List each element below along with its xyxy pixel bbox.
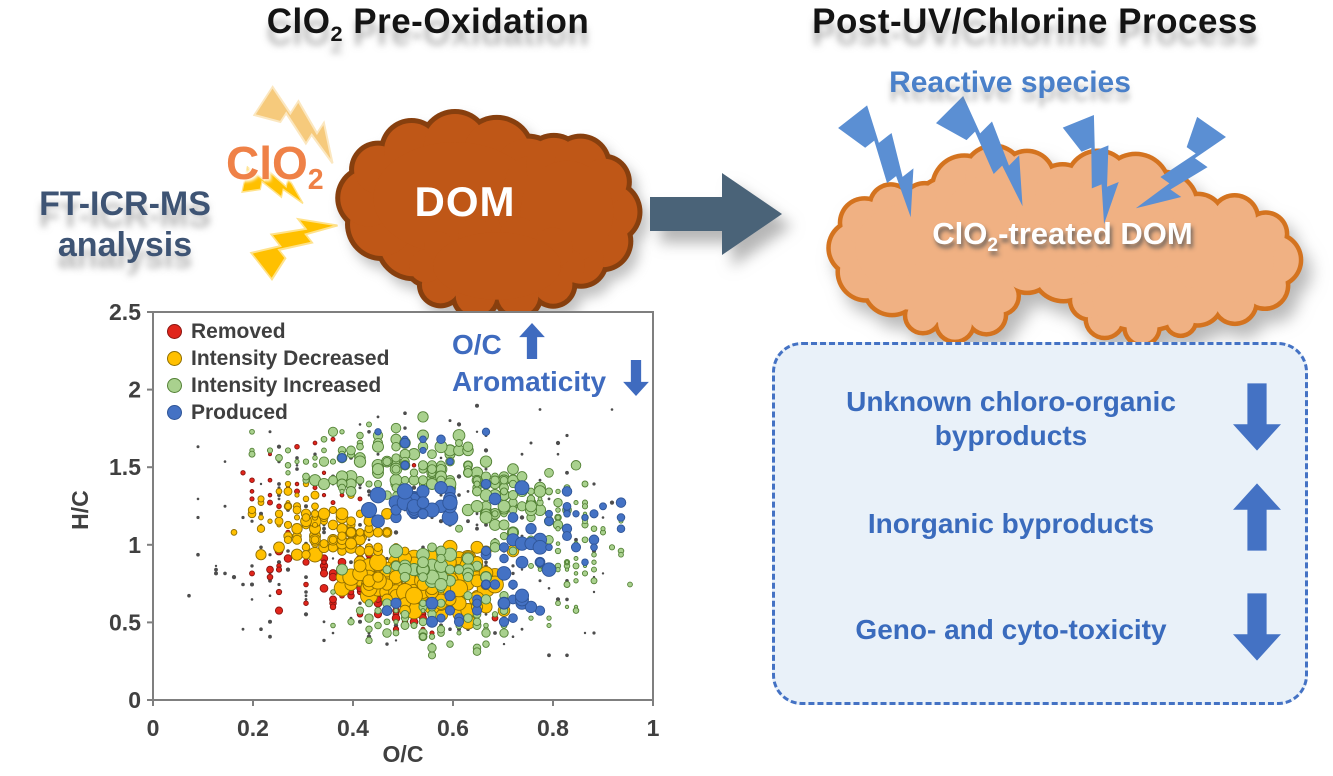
up-arrow-icon [518,323,546,366]
treated-dom-cloud [826,143,1304,348]
outcome-inorganic-byproducts: Inorganic byproducts [867,508,1155,539]
legend-dot-produced [167,405,182,420]
legend-item-removed: Removed [167,318,389,345]
down-arrow-icon [1233,583,1281,671]
down-arrow-icon [622,360,650,403]
svg-text:1: 1 [647,715,660,741]
ft-icr-ms-label: FT-ICR-MS analysis [0,184,250,266]
legend-label-intensity-increased: Intensity Increased [191,373,382,397]
left-process-title: ClO2 Pre-Oxidation [168,2,688,47]
svg-text:0.5: 0.5 [109,609,141,635]
plot-legend: Removed Intensity Decreased Intensity In… [167,318,389,426]
svg-text:O/C: O/C [383,741,424,767]
legend-label-produced: Produced [191,400,288,424]
legend-label-removed: Removed [191,319,286,343]
left-title-text: ClO [266,2,331,41]
aromaticity-down-annotation: Aromaticity [452,360,650,403]
reactive-bolt-4 [1135,116,1226,209]
reactive-species-label: Reactive species [889,66,1131,99]
reactive-bolt-1 [838,105,914,218]
clo2-bolt-lower [249,217,338,282]
svg-text:0.2: 0.2 [237,715,269,741]
svg-text:H/C: H/C [67,490,93,530]
svg-text:2: 2 [128,377,141,403]
oc-up-annotation: O/C [452,323,650,366]
svg-text:0.4: 0.4 [337,715,369,741]
svg-text:0: 0 [128,687,141,713]
process-arrow [650,173,782,255]
post-uv-chlorine-outcome-box: Unknown chloro-organic byproducts Inorga… [772,342,1308,705]
ft-icr-ms-line1: FT-ICR-MS [39,185,211,223]
left-title-text-post: Pre-Oxidation [343,2,590,41]
svg-text:1: 1 [128,532,141,558]
ft-icr-ms-line2: analysis [57,225,193,264]
down-arrow-icon [1233,373,1281,461]
svg-text:0: 0 [147,715,160,741]
dom-cloud-label: DOM [414,178,516,225]
series-produced [337,427,627,628]
oc-aromaticity-annotation: O/C Aromaticity [452,323,650,403]
up-arrow-icon [1233,473,1281,561]
left-title-subscript: 2 [330,21,344,46]
legend-label-intensity-decreased: Intensity Decreased [191,346,390,370]
svg-text:1.5: 1.5 [109,454,141,480]
right-process-title: Post-UV/Chlorine Process [752,2,1318,42]
outcome-chloro-organic-byproducts: Unknown chloro-organic byproducts [846,386,1176,452]
treated-dom-cloud-label: ClO2-treated DOM [932,216,1193,257]
clo2-bolt-upper [252,85,334,165]
dom-cloud [335,108,643,321]
reactive-bolt-3 [1062,115,1119,225]
legend-dot-intensity-increased [167,378,182,393]
clo2-bolt-middle [241,165,304,205]
svg-text:0.8: 0.8 [537,715,569,741]
clo2-oxidant-label: ClO2 [226,137,324,197]
svg-text:2.5: 2.5 [109,299,141,325]
legend-item-intensity-increased: Intensity Increased [167,372,389,399]
reactive-bolt-2 [935,95,1023,207]
outcome-geno-cyto-toxicity: Geno- and cyto-toxicity [855,614,1167,645]
svg-text:0.6: 0.6 [437,715,469,741]
legend-dot-removed [167,324,182,339]
legend-item-produced: Produced [167,399,389,426]
right-title-text: Post-UV/Chlorine Process [812,2,1258,41]
legend-dot-intensity-decreased [167,351,182,366]
legend-item-intensity-decreased: Intensity Decreased [167,345,389,372]
